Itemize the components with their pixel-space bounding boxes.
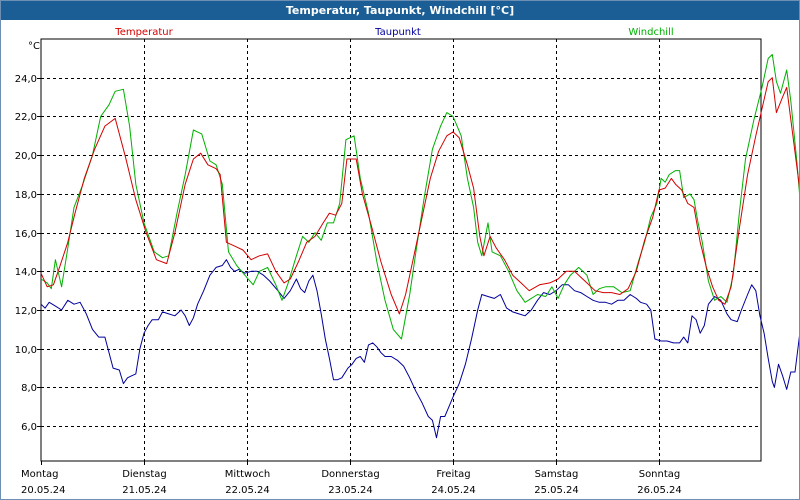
y-tick-label: 22,0 [15, 112, 37, 123]
series-line-temperatur [40, 77, 799, 315]
legend-windchill: Windchill [628, 27, 673, 38]
y-tick-label: 16,0 [15, 229, 37, 240]
legend-temperatur: Temperatur [114, 27, 173, 38]
y-tick-label: 12,0 [15, 306, 37, 317]
x-date-label: 22.05.24 [225, 485, 270, 496]
x-date-label: 20.05.24 [21, 485, 66, 496]
y-axis-unit-label: °C [28, 41, 40, 52]
x-date-label: 24.05.24 [431, 485, 476, 496]
y-tick-label: 10,0 [15, 345, 37, 356]
x-axis-labels: Montag 20.05.24 Dienstag 21.05.24 Mittwoch 22… [21, 469, 682, 496]
y-tick-label: 20,0 [15, 151, 37, 162]
axis-ticks: 6,0 8,0 10,0 12,0 14,0 16,0 18,0 20,0 22,0 24,0 [15, 74, 660, 465]
y-tick-label: 18,0 [15, 190, 37, 201]
x-day-label: Montag [21, 469, 58, 480]
x-day-label: Samstag [535, 469, 579, 480]
y-tick-label: 6,0 [21, 422, 37, 433]
y-tick-label: 24,0 [15, 74, 37, 85]
grid [41, 39, 761, 461]
y-tick-label: 8,0 [21, 383, 37, 394]
legend-taupunkt: Taupunkt [374, 27, 421, 38]
series-line-windchill [40, 54, 799, 340]
x-day-label: Mittwoch [225, 469, 270, 480]
x-date-label: 23.05.24 [328, 485, 373, 496]
y-tick-label: 14,0 [15, 267, 37, 278]
x-day-label: Dienstag [122, 469, 167, 480]
x-date-label: 25.05.24 [534, 485, 579, 496]
x-date-label: 21.05.24 [122, 485, 167, 496]
series-lines [40, 54, 799, 439]
plot-area [40, 38, 762, 462]
series-line-taupunkt [40, 259, 799, 439]
x-date-label: 26.05.24 [637, 485, 682, 496]
x-day-label: Sonntag [639, 469, 681, 480]
chart-title: Temperatur, Taupunkt, Windchill [°C] [1, 1, 799, 20]
x-day-label: Donnerstag [321, 469, 379, 480]
x-day-label: Freitag [436, 469, 470, 480]
